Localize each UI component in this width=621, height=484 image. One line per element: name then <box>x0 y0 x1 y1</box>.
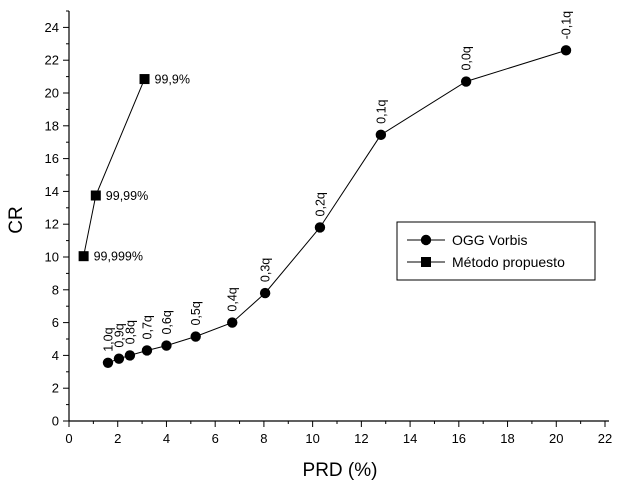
legend-marker <box>420 234 432 246</box>
legend-marker <box>421 257 431 267</box>
data-point <box>460 76 472 87</box>
x-tick-label: 16 <box>452 431 466 446</box>
data-point <box>141 345 153 356</box>
data-label: 0,9q <box>112 323 126 347</box>
data-label: 0,3q <box>259 258 273 282</box>
x-tick-label: 4 <box>163 431 170 446</box>
y-tick-label: 14 <box>45 184 59 199</box>
data-point <box>139 74 150 85</box>
series-line <box>107 49 567 364</box>
data-point <box>259 287 271 299</box>
y-tick-label: 0 <box>52 414 59 429</box>
y-tick-label: 4 <box>52 348 59 363</box>
x-tick-label: 2 <box>114 431 121 446</box>
data-label: 0,2q <box>313 192 327 216</box>
data-point <box>124 350 136 361</box>
data-point <box>314 222 326 233</box>
x-axis-title: PRD (%) <box>303 460 378 481</box>
y-tick-label: 20 <box>45 86 59 101</box>
data-point <box>78 251 89 262</box>
series-1: 99,999% 99,99% 99,9% <box>78 73 190 264</box>
data-label: 99,9% <box>155 73 190 87</box>
legend-box <box>396 221 596 281</box>
data-point <box>375 129 387 141</box>
axes: 0 2 4 6 8 10 12 14 16 18 20 22024681012141618202224… <box>6 10 612 481</box>
x-tick-label: 18 <box>500 431 514 446</box>
data-label: 0,4q <box>226 287 240 311</box>
x-tick-label: 22 <box>598 431 612 446</box>
legend: OGG Vorbis Método propuesto <box>396 221 596 281</box>
x-tick-label: 14 <box>403 431 417 446</box>
y-tick-label: 16 <box>45 151 59 166</box>
x-tick-label: 0 <box>65 431 72 446</box>
series-layer: 1,0q0,9q0,8q 0,7q 0,6q 0,5q 0,4q 0,3q 0,2q 0,1q… <box>78 11 574 368</box>
series-0: 1,0q0,9q0,8q 0,7q 0,6q 0,5q 0,4q 0,3q 0,2q 0,1q… <box>101 11 574 368</box>
legend-label: Método propuesto <box>452 254 565 270</box>
data-point <box>113 353 125 364</box>
y-tick-label: 10 <box>45 250 59 265</box>
data-label: 1,0q <box>101 327 115 351</box>
data-label: 0,0q <box>460 46 474 70</box>
y-tick-label: 24 <box>45 20 59 35</box>
data-label: 99,999% <box>94 250 143 264</box>
data-point <box>190 331 201 342</box>
y-tick-label: 22 <box>45 53 59 68</box>
series-line <box>83 78 145 257</box>
x-tick-label: 20 <box>549 431 563 446</box>
data-point <box>161 340 172 351</box>
x-tick-label: 10 <box>305 431 319 446</box>
data-label: 0,6q <box>160 310 174 334</box>
y-tick-label: 18 <box>45 118 59 133</box>
data-label: 0,8q <box>123 320 137 344</box>
x-tick-label: 8 <box>260 431 267 446</box>
data-point <box>227 317 238 328</box>
y-tick-label: 8 <box>52 282 59 297</box>
data-label: 0,1q <box>374 99 388 123</box>
data-label: 0,5q <box>189 301 203 325</box>
legend-label: OGG Vorbis <box>452 232 527 248</box>
data-point <box>560 45 572 56</box>
y-tick-label: 2 <box>52 381 59 396</box>
data-label: 99,99% <box>106 189 148 203</box>
data-label: 0,7q <box>140 315 154 339</box>
y-tick-label: 6 <box>52 315 59 330</box>
data-point <box>90 190 101 201</box>
y-axis-title: CR <box>6 206 27 233</box>
x-tick-label: 6 <box>212 431 219 446</box>
y-tick-label: 12 <box>45 217 59 232</box>
x-tick-label: 12 <box>354 431 368 446</box>
data-point <box>102 357 114 368</box>
data-label: -0,1q <box>560 11 574 40</box>
